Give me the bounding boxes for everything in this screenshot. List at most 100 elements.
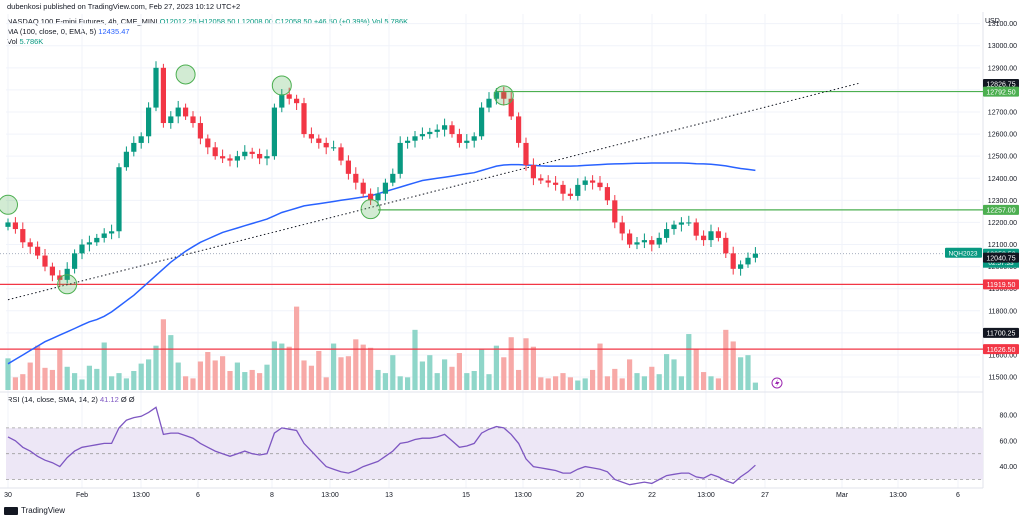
price-tag: 11700.25	[983, 327, 1019, 338]
candle-body	[153, 67, 159, 108]
candle-body	[249, 151, 255, 154]
legend-vol: Vol 5.786K	[7, 37, 43, 47]
highlight-circle	[271, 75, 292, 96]
countdown-label: 02:57:33	[988, 260, 1014, 267]
volume-bar	[323, 377, 329, 390]
x-tick-label: 13:00	[889, 492, 907, 499]
volume-bar	[123, 378, 129, 390]
volume-bar	[368, 347, 374, 390]
candle-body	[109, 231, 115, 234]
candle-body	[101, 233, 107, 238]
volume-bar	[20, 374, 26, 390]
candle-body	[464, 140, 470, 143]
countdown-bg	[983, 258, 1019, 268]
x-tick-label: Feb	[76, 492, 88, 499]
volume-bar	[57, 349, 63, 390]
volume-bar	[49, 369, 55, 390]
volume-bar	[146, 359, 152, 390]
volume-bar	[701, 372, 707, 390]
candle-body	[479, 107, 485, 137]
price-tag-label: 11626.50	[987, 347, 1016, 354]
volume-bar	[205, 352, 211, 390]
volume-bar	[79, 379, 85, 390]
volume-bar	[449, 366, 455, 390]
legend-ohlc: O12012.25 H12058.50 L12008.00 C12058.50 …	[159, 17, 370, 26]
price-tag: 11626.50	[983, 344, 1019, 355]
volume-bar	[301, 360, 307, 390]
volume-bar	[42, 367, 48, 390]
volume-bar	[604, 376, 610, 390]
candle-body	[671, 224, 677, 230]
tradingview-logo-icon	[4, 506, 18, 515]
volume-bar	[723, 329, 729, 390]
volume-bar	[316, 350, 322, 390]
lightning-icon	[771, 377, 783, 389]
legend-vol-label: Vol	[7, 37, 18, 46]
candle-body	[649, 240, 655, 245]
candle-body	[35, 246, 41, 256]
volume-bar	[286, 346, 292, 390]
price-tag-bg	[983, 86, 1019, 97]
y-tick-label: 12700.00	[988, 109, 1017, 116]
candle-body	[168, 116, 174, 124]
legend-rsi-extra: Ø Ø	[120, 395, 135, 404]
candle-body	[123, 151, 129, 168]
currency-label: USD	[985, 18, 1000, 25]
volume-bar	[227, 371, 233, 390]
volume-bar	[72, 373, 78, 390]
volume-bar	[338, 357, 344, 390]
volume-bar	[345, 356, 351, 390]
volume-bar	[427, 355, 433, 390]
x-tick-label: 6	[196, 492, 200, 499]
price-tag: 12257.00	[983, 204, 1019, 215]
candle-body	[604, 187, 610, 201]
volume-bar	[745, 355, 751, 390]
candle-body	[131, 142, 137, 152]
candle-body	[382, 182, 388, 194]
price-tag-label: 12257.00	[986, 208, 1015, 215]
y-tick-label: 11800.00	[988, 308, 1017, 315]
volume-bar	[175, 362, 181, 390]
candle-body	[516, 116, 522, 143]
volume-bar	[560, 373, 566, 390]
ema-line	[7, 162, 756, 365]
volume-bar	[634, 373, 640, 390]
candle-body	[205, 138, 211, 148]
price-tag-label: 12792.50	[986, 89, 1015, 96]
volume-bar	[530, 346, 536, 390]
volume-bar	[360, 344, 366, 390]
volume-bar	[641, 376, 647, 390]
volume-bar	[160, 319, 166, 390]
candle-body	[656, 237, 662, 245]
rsi-tick-label: 80.00	[999, 413, 1017, 420]
candle-body	[20, 229, 26, 243]
price-tag-label: 12826.75	[986, 82, 1015, 89]
publisher-line: dubenkosi published on TradingView.com, …	[7, 2, 241, 11]
y-tick-label: 12500.00	[988, 154, 1017, 161]
volume-bar	[183, 376, 189, 390]
candle-body	[449, 125, 455, 135]
volume-bar	[538, 377, 544, 390]
candle-body	[146, 107, 152, 137]
rsi-tick-label: 40.00	[999, 464, 1017, 471]
candle-body	[242, 151, 248, 157]
candle-body	[582, 180, 588, 185]
volume-bar	[627, 359, 633, 390]
x-tick-label: 15	[462, 492, 470, 499]
highlight-circle	[360, 199, 381, 220]
volume-bar	[567, 377, 573, 390]
candle-body	[301, 103, 307, 135]
rsi-line	[7, 406, 756, 486]
candle-body	[612, 200, 618, 223]
candle-body	[627, 233, 633, 245]
candle-body	[220, 156, 226, 159]
candle-body	[353, 173, 359, 183]
volume-bar	[493, 345, 499, 390]
candle-body	[575, 184, 581, 196]
candle-body	[486, 98, 492, 108]
candle-body	[331, 147, 337, 149]
volume-bar	[553, 376, 559, 390]
volume-bar	[264, 364, 270, 390]
candle-body	[419, 134, 425, 137]
